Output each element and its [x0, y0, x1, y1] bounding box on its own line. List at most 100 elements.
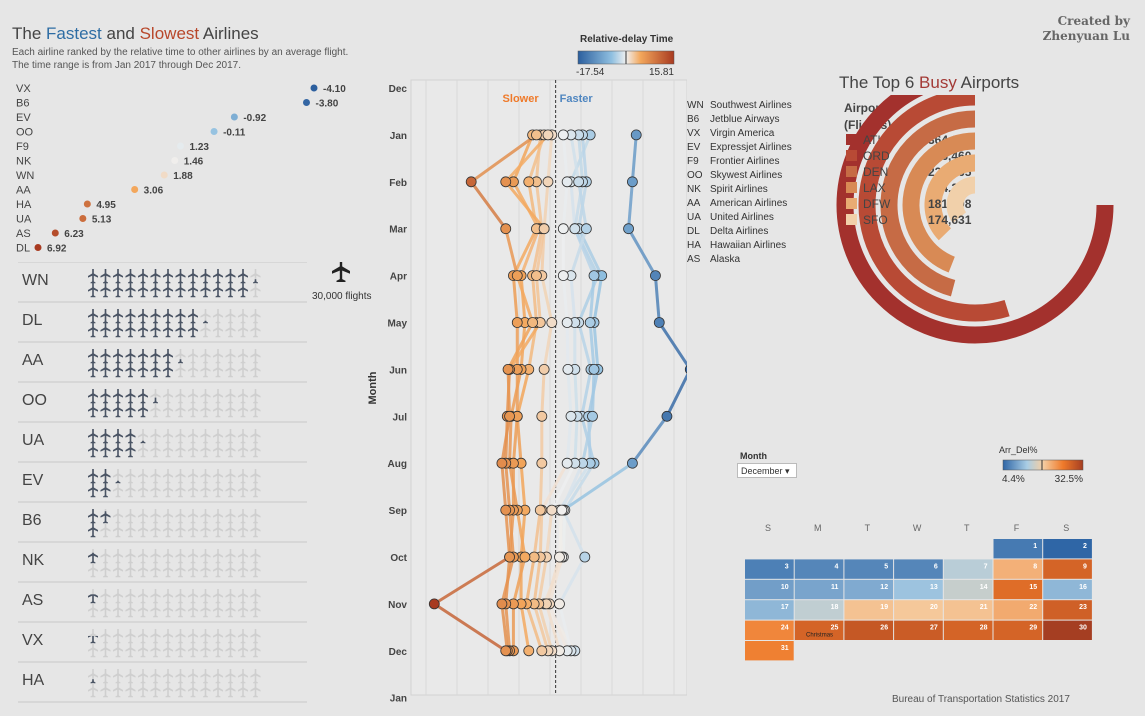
plane-icon-empty: [163, 389, 173, 404]
plane-icon-empty: [113, 603, 123, 618]
plane-icon-empty: [150, 563, 161, 578]
airplane-icon: [88, 429, 98, 444]
plane-icon-empty: [200, 349, 211, 364]
plane-icon-filled: [100, 389, 111, 404]
calendar-day-number: 13: [930, 584, 938, 591]
plane-icon-filled: [88, 509, 98, 524]
plane-icon-empty: [100, 523, 111, 538]
series-line-segment: [519, 274, 527, 324]
calendar-day-cell: [943, 620, 993, 640]
airport-value-SFO: 174,631: [928, 213, 972, 227]
weekday-label-2: T: [865, 523, 871, 533]
rank-dot-NK: [171, 157, 179, 164]
series-line-segment: [504, 180, 546, 231]
plane-icon-empty: [225, 523, 236, 538]
plane-icon-empty: [188, 563, 198, 578]
plane-icon-empty: [188, 469, 198, 484]
plane-icon-filled: [113, 389, 123, 404]
rank-dot-EV: [230, 113, 238, 121]
series-point: [496, 457, 508, 469]
plane-icon-empty: [138, 483, 148, 498]
plane-legend-label: 30,000 flights: [312, 291, 372, 302]
series-line-segment: [588, 274, 596, 324]
rank-value-B6: -3.80: [315, 99, 338, 110]
plane-icon-empty: [225, 683, 236, 698]
airplane-icon: [125, 363, 136, 378]
airplane-icon: [113, 389, 123, 404]
airplane-icon: [163, 309, 173, 324]
plane-icon-empty: [163, 443, 173, 458]
plane-icon-empty: [163, 523, 173, 538]
series-point: [523, 645, 535, 657]
plane-icon-empty: [175, 629, 186, 644]
rank-dot-AS: [51, 229, 59, 237]
month-tick-13: Jan: [390, 694, 407, 704]
plane-icon-empty: [150, 523, 161, 538]
rank-label-F9: F9: [16, 141, 29, 153]
plane-icon-empty: [150, 549, 161, 564]
plane-icon-empty: [113, 643, 123, 658]
series-point: [531, 270, 542, 282]
series-line-segment: [557, 555, 587, 606]
airport-swatch-ORD: [846, 150, 857, 161]
plane-icon-empty: [163, 669, 173, 684]
month-tick-1: Jan: [390, 131, 407, 142]
series-line-segment: [532, 508, 542, 559]
series-point: [500, 176, 512, 188]
airplane-icon: [238, 283, 248, 298]
plane-icon-empty: [113, 549, 123, 564]
plane-icon-empty: [113, 669, 123, 684]
airplane-icon: [113, 283, 123, 298]
plane-icon-empty: [138, 563, 148, 578]
plane-icon-empty: [138, 669, 148, 684]
plane-icon-empty: [125, 669, 136, 684]
calendar-day-number: 6: [934, 563, 938, 570]
rank-value-NK: 1.46: [184, 157, 204, 168]
rank-value-OO: -0.11: [223, 128, 246, 139]
series-line-segment: [565, 321, 570, 371]
plane-icon-empty: [100, 589, 111, 604]
plane-icon-empty: [250, 403, 261, 418]
plane-icon-empty: [188, 389, 198, 404]
airplane-icon: [150, 283, 161, 298]
rank-value-EV: -0.92: [243, 113, 266, 124]
month-tick-9: Sep: [389, 506, 407, 517]
plane-icon-empty: [213, 443, 223, 458]
plane-icon-empty: [188, 509, 198, 524]
airplane-icon: [113, 443, 123, 458]
series-point: [630, 129, 642, 141]
airport-code-LAX: LAX: [863, 181, 886, 195]
plane-icon-empty: [163, 589, 173, 604]
plane-icon-empty: [113, 629, 123, 644]
series-line-segment: [519, 602, 531, 653]
plane-icon-empty: [175, 483, 186, 498]
plane-icon-empty: [188, 669, 198, 684]
series-line-segment: [531, 274, 538, 324]
series-point: [523, 176, 535, 188]
series-line-segment: [546, 133, 554, 184]
airplane-icon: [88, 636, 98, 644]
plane-icon-filled: [88, 309, 98, 324]
plane-icon-empty: [200, 563, 211, 578]
series-point: [546, 504, 558, 516]
plane-icon-filled: [88, 552, 98, 564]
plane-icon-empty: [88, 603, 98, 618]
series-line-segment: [506, 367, 512, 418]
series-point: [519, 551, 531, 563]
airplane-icon: [225, 283, 236, 298]
arrival-delay-legend: Arr_Del% 4.4% 32.5%: [999, 445, 1084, 485]
plane-icon-empty: [213, 403, 223, 418]
series-line-segment: [537, 555, 548, 606]
series-line-segment: [469, 133, 538, 184]
month-dropdown[interactable]: December ▾: [737, 463, 797, 478]
plane-icon-empty: [175, 603, 186, 618]
airplane-icon: [203, 320, 208, 324]
plane-icon-empty: [175, 403, 186, 418]
plane-icon-empty: [250, 563, 261, 578]
series-point: [536, 457, 548, 469]
series-line-segment: [542, 180, 550, 231]
calendar-day-cell: [993, 539, 1043, 559]
series-line-segment: [469, 180, 508, 231]
plane-icon-empty: [225, 643, 236, 658]
